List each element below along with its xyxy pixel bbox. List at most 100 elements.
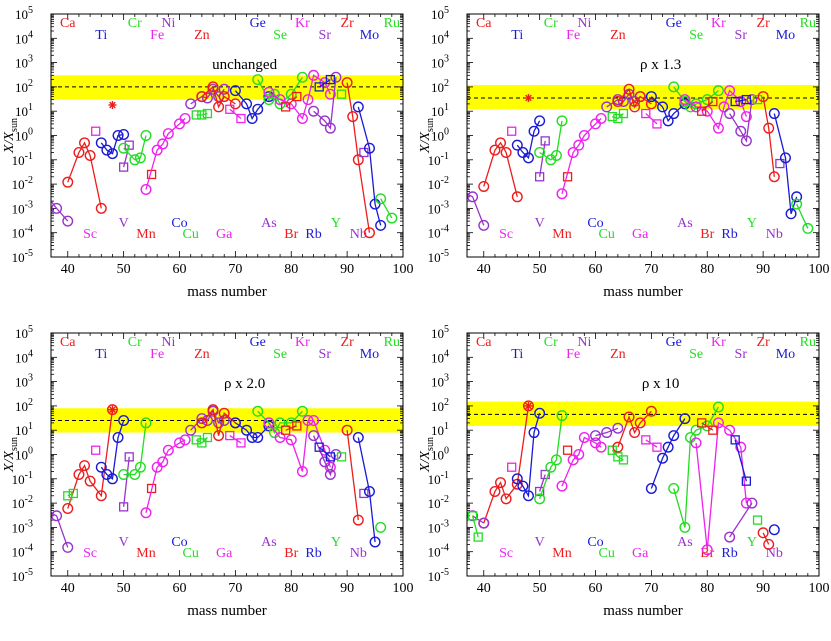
data-point-circle [213,91,225,103]
y-tick-label: 10-3 [12,518,33,535]
data-point-circle [319,456,331,468]
element-label-ga: Ga [632,546,649,561]
series-line [257,410,303,434]
y-tick-label: 101 [431,421,449,438]
data-point-circle [601,101,613,113]
data-point-circle [550,150,562,162]
element-label-kr: Kr [295,16,310,31]
series-line [380,198,393,219]
data-point-circle [634,91,646,103]
data-point-circle [645,91,657,103]
data-point-circle [62,215,74,227]
element-label-ga: Ga [632,227,649,242]
plot-frame [466,13,820,258]
x-tick-label: 70 [228,262,242,277]
element-label-ni: Ni [577,16,591,31]
panel-2: 40 50 60 70 80 90 100 10-5 10-4 10-3 10-2 10-1 100 10… [418,5,830,300]
element-label-br: Br [284,227,298,242]
data-point-square [613,452,623,462]
element-label-mo: Mo [360,347,379,362]
data-point-circle [207,81,219,93]
data-point-circle [517,480,529,492]
y-tick-label: 100 [15,446,33,463]
element-label-mo: Mo [776,28,795,43]
data-point-circle [363,227,375,239]
data-point-circle [296,113,308,125]
x-tick-label: 40 [61,262,75,277]
data-point-square [752,94,763,105]
data-point-circle [657,101,669,113]
panel-title: ρ x 2.0 [224,376,265,392]
data-point-square [325,74,336,85]
data-point-circle [701,94,713,106]
series-line [51,512,69,548]
data-point-circle [174,437,186,449]
series-line [67,141,102,209]
data-point-square [225,104,235,114]
series-line [650,418,686,489]
series-line [313,435,337,477]
y-tick-label: 103 [15,54,33,71]
data-point-circle [763,538,775,550]
series-line [145,439,186,513]
x-tick-label: 90 [756,581,770,596]
data-point-circle [768,171,780,183]
data-point-square [652,119,662,129]
series-line [467,193,485,226]
data-point-square [618,455,629,465]
y-tick-label: 103 [431,373,449,390]
data-point-circle [478,180,490,192]
series-line [100,420,125,480]
y-tick-label: 104 [431,29,449,46]
x-tick-label: 40 [477,262,491,277]
data-point-circle [179,113,191,125]
series-line [123,135,147,161]
element-label-y: Y [331,216,341,231]
series-line [357,106,382,226]
x-tick-label: 100 [809,262,830,277]
panel-title: ρ x 1.3 [640,57,681,73]
y-tick-label: 102 [15,397,33,414]
data-point-square [641,435,651,445]
data-point-circle [308,105,320,117]
data-point-circle [668,430,680,442]
data-point-circle [296,71,308,83]
element-label-mn: Mn [136,546,155,561]
y-tick-label: 10-4 [12,543,33,560]
y-tick-label: 102 [15,78,33,95]
y-tick-label: 10-2 [12,175,33,192]
data-point-circle [101,144,113,156]
data-point-circle [134,461,146,473]
data-point-circle [746,497,758,509]
x-axis-label: mass number [187,603,267,619]
series-group [41,404,387,553]
x-tick-label: 60 [173,581,187,596]
data-point-circle [522,152,534,164]
data-point-square [741,94,752,105]
series-line [346,430,359,521]
y-tick-label: 10-2 [428,494,449,511]
data-point-circle [324,469,336,481]
element-label-v: V [535,216,545,231]
star-marker [524,401,533,410]
data-point-circle [41,506,51,516]
data-point-circle [252,432,264,444]
data-point-circle [612,422,624,434]
series-line [483,405,530,524]
element-label-sr: Sr [319,28,332,43]
x-tick-label: 70 [228,581,242,596]
element-label-sr: Sr [735,28,748,43]
x-tick-label: 70 [644,262,658,277]
data-point-square [124,140,134,150]
data-point-square [118,502,129,512]
element-label-zr: Zr [341,335,355,350]
element-label-se: Se [273,347,287,362]
element-label-co: Co [587,535,603,550]
series-line [762,532,770,545]
y-tick-label: 10-5 [428,567,449,584]
data-point-circle [324,122,336,134]
series-line [145,118,186,190]
data-point-circle [185,424,197,436]
series-group [467,81,814,234]
data-point-circle [645,405,657,417]
